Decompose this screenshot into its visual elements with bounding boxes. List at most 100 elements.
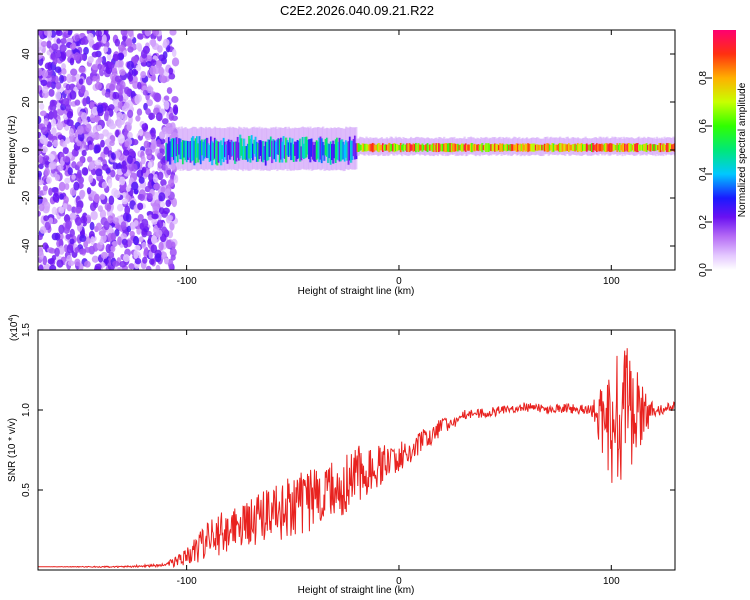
snr-frame <box>37 329 676 571</box>
heatmap-cell <box>346 142 349 161</box>
heatmap-region-2 <box>356 136 675 157</box>
heatmap-cell <box>99 238 104 246</box>
heatmap-cell <box>587 144 590 151</box>
heatmap-cell <box>381 143 385 152</box>
heatmap-cell <box>95 30 103 38</box>
heatmap-cell <box>151 213 159 220</box>
heatmap-cell <box>59 44 67 53</box>
heatmap-cell <box>93 43 100 51</box>
heatmap-cell <box>536 144 539 152</box>
heatmap-cell <box>401 145 404 151</box>
heatmap-cell <box>183 140 186 158</box>
y-tick-label: -40 <box>21 238 32 253</box>
heatmap-cell <box>288 137 292 156</box>
x-tick-label: 100 <box>603 576 620 587</box>
heatmap-cell <box>137 202 144 211</box>
heatmap-cell <box>441 143 445 152</box>
heatmap-cell <box>74 99 81 106</box>
heatmap-cell <box>67 167 73 176</box>
heatmap-cell <box>578 144 581 152</box>
heatmap-cell <box>258 140 261 160</box>
heatmap-cell <box>573 144 576 152</box>
spectrogram-ticks: -100 0 100 -40 -20 0 20 40 <box>21 30 675 287</box>
heatmap-cell <box>224 141 227 158</box>
heatmap-cell <box>359 144 362 151</box>
heatmap-cell <box>108 61 115 69</box>
heatmap-cell <box>273 140 276 160</box>
heatmap-cell <box>65 83 71 91</box>
heatmap-cell <box>157 171 164 181</box>
heatmap-cell <box>395 143 399 152</box>
heatmap-cell <box>415 142 418 153</box>
y-tick-label: 0.5 <box>21 483 32 497</box>
heatmap-cell <box>402 143 405 152</box>
heatmap-cell <box>170 254 176 261</box>
heatmap-cell <box>146 193 153 200</box>
heatmap-cell <box>454 143 457 152</box>
heatmap-cell <box>48 247 56 254</box>
heatmap-cell <box>602 144 605 151</box>
x-tick-label: -100 <box>177 276 197 287</box>
heatmap-cell <box>57 134 64 140</box>
heatmap-cell <box>464 143 467 152</box>
heatmap-cell <box>394 143 397 152</box>
heatmap-cell <box>42 185 49 192</box>
heatmap-cell <box>109 83 115 91</box>
heatmap-cell <box>158 241 164 251</box>
heatmap-cell <box>141 218 149 229</box>
heatmap-cell <box>143 140 150 149</box>
heatmap-cell <box>639 144 642 151</box>
heatmap-cell <box>158 192 166 202</box>
heatmap-cell <box>109 140 115 147</box>
heatmap-cell <box>51 254 57 261</box>
heatmap-cell <box>263 146 266 160</box>
heatmap-cell <box>579 143 582 152</box>
heatmap-cell <box>141 241 147 249</box>
heatmap-cell <box>580 143 583 153</box>
heatmap-cell <box>299 138 302 162</box>
heatmap-cell <box>201 139 204 156</box>
heatmap-cell <box>99 209 107 220</box>
heatmap-cell <box>631 144 634 151</box>
heatmap-cell <box>52 192 60 203</box>
heatmap-cell <box>555 144 558 151</box>
heatmap-cell <box>146 99 153 107</box>
heatmap-cell <box>111 67 118 76</box>
heatmap-cell <box>79 248 87 255</box>
x-tick-label: 0 <box>396 576 402 587</box>
heatmap-cell <box>103 146 110 155</box>
heatmap-cell <box>356 143 359 152</box>
heatmap-cell <box>644 143 647 152</box>
heatmap-cell <box>397 144 400 151</box>
heatmap-cell <box>58 122 64 130</box>
heatmap-cell <box>114 60 123 68</box>
heatmap-cell <box>48 217 54 224</box>
heatmap-cell <box>150 59 157 66</box>
heatmap-cell <box>114 38 121 47</box>
heatmap-cell <box>387 144 390 151</box>
heatmap-cell <box>128 263 135 270</box>
heatmap-cell <box>102 30 109 36</box>
heatmap-cell <box>380 144 383 151</box>
heatmap-cell <box>90 210 98 221</box>
heatmap-cell <box>378 142 381 153</box>
heatmap-cell <box>155 253 162 263</box>
heatmap-cell <box>594 144 597 151</box>
heatmap-cell <box>142 89 148 96</box>
heatmap-cell <box>49 161 57 170</box>
heatmap-cell <box>320 138 324 164</box>
heatmap-cell <box>511 144 515 151</box>
heatmap-cell <box>107 178 113 189</box>
heatmap-cell <box>271 140 274 164</box>
heatmap-cell <box>599 144 603 152</box>
heatmap-cell <box>100 251 108 259</box>
heatmap-cell <box>566 144 569 151</box>
heatmap-cell <box>88 174 94 184</box>
heatmap-cell <box>235 141 238 162</box>
heatmap-cell <box>108 104 115 111</box>
heatmap-cell <box>63 195 69 204</box>
heatmap-cell <box>89 202 97 212</box>
heatmap-cell <box>446 143 450 152</box>
heatmap-cell <box>331 143 334 161</box>
heatmap-cell <box>166 87 173 94</box>
